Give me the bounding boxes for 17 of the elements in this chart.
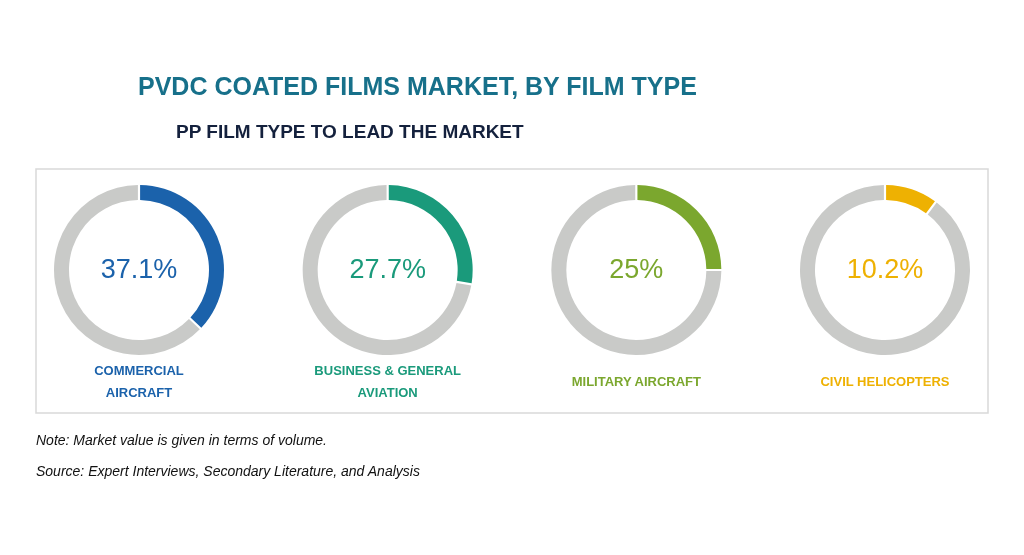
text: PVDC COATED FILMS MARKET, BY FILM TYPE [138,72,697,100]
donut-slice [886,185,935,214]
donut-slice [800,185,970,355]
donut-slice [54,185,200,355]
source-note: Source: Expert Interviews, Secondary Literature, and Analysis [36,463,420,479]
text: Note: Market value is given in terms of volume. [36,432,328,448]
text: COMMERCIAL AIRCRAFT [94,363,184,400]
donut-slice [551,185,722,355]
text: PP FILM TYPE TO LEAD THE MARKET [176,121,525,142]
text: MILITARY AIRCRAFT [571,374,702,389]
text: CIVIL HELICOPTERS [820,374,950,389]
data-label: 37.1% [100,254,178,284]
text: BUSINESS & GENERAL AVIATION [314,363,462,400]
data-label: 25% [609,254,664,284]
donut-slice [302,185,472,355]
data-label: 10.2% [846,254,924,284]
data-label: 27.7% [349,254,426,284]
